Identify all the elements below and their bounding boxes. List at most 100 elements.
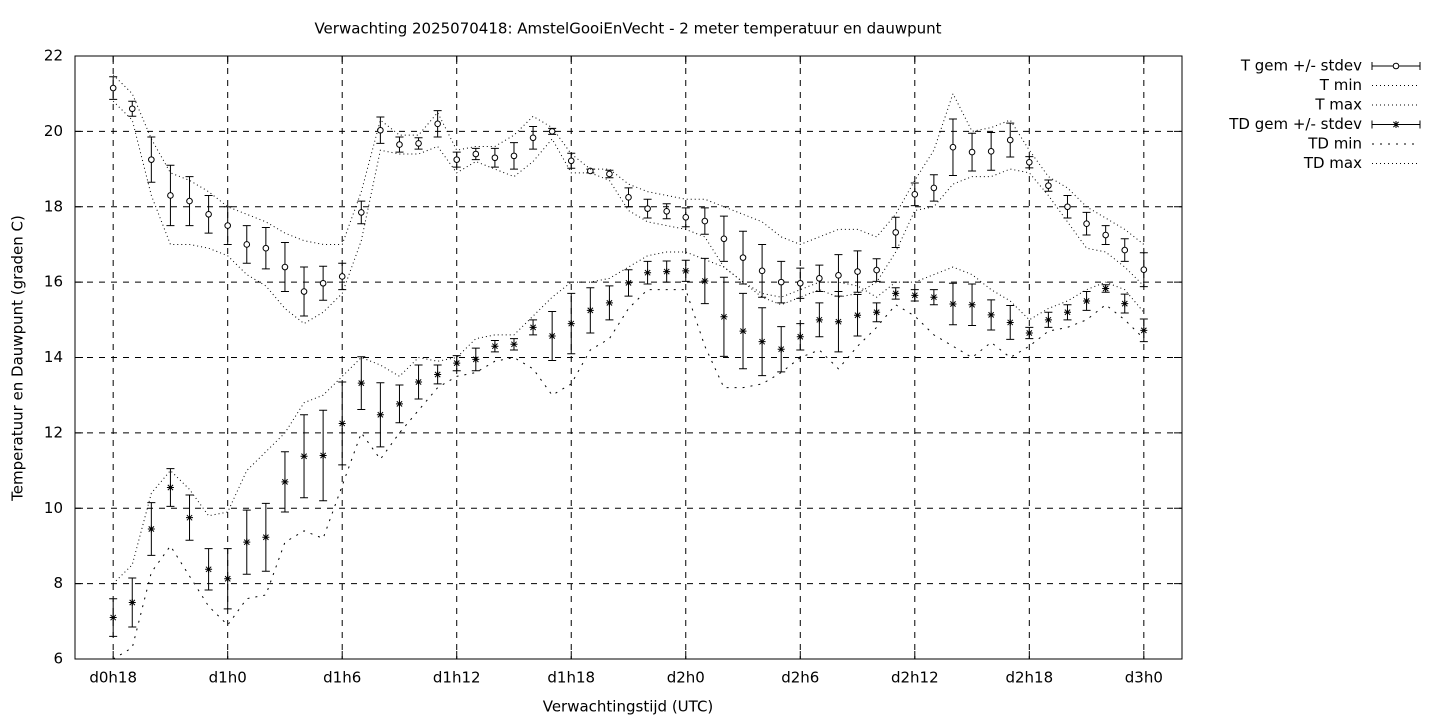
y-tick-label: 14 xyxy=(44,348,63,366)
x-tick-label: d2h0 xyxy=(667,669,705,687)
point-marker xyxy=(548,128,556,135)
point-marker xyxy=(128,105,136,113)
point-marker xyxy=(243,241,251,248)
point-marker xyxy=(510,152,518,160)
point-marker xyxy=(243,538,251,546)
x-tick-label: d1h0 xyxy=(209,669,247,687)
point-marker xyxy=(682,214,690,221)
point-marker xyxy=(796,279,804,287)
legend-label: T max xyxy=(1314,96,1362,114)
legend-label: T gem +/- stdev xyxy=(1240,57,1362,75)
point-marker xyxy=(586,306,594,314)
point-marker xyxy=(510,340,518,348)
point-marker xyxy=(1121,300,1129,308)
point-marker xyxy=(491,342,499,350)
y-tick-label: 16 xyxy=(44,273,63,291)
x-tick-label: d3h0 xyxy=(1125,669,1163,687)
range-line xyxy=(112,251,1145,584)
point-marker xyxy=(911,291,919,299)
point-marker xyxy=(281,263,289,271)
legend-label: TD gem +/- stdev xyxy=(1228,115,1362,133)
point-marker xyxy=(663,207,670,215)
point-marker xyxy=(587,167,594,175)
point-marker xyxy=(1102,285,1110,293)
point-marker xyxy=(529,323,537,331)
point-marker xyxy=(1044,316,1052,324)
point-marker xyxy=(854,311,862,319)
point-marker xyxy=(701,217,709,225)
point-marker xyxy=(567,157,575,165)
point-marker xyxy=(434,370,442,378)
x-tick-label: d0h18 xyxy=(89,669,137,687)
point-marker xyxy=(377,126,384,134)
point-marker xyxy=(816,275,823,282)
range-line xyxy=(112,100,1145,325)
point-marker xyxy=(606,170,613,178)
x-tick-label: d1h18 xyxy=(547,669,595,687)
point-marker xyxy=(1083,220,1090,228)
point-marker xyxy=(148,156,155,163)
point-marker xyxy=(968,301,976,309)
point-marker xyxy=(319,451,327,459)
point-marker xyxy=(777,278,785,286)
point-marker xyxy=(854,268,861,275)
point-marker xyxy=(376,411,384,419)
point-marker xyxy=(453,156,461,163)
point-marker xyxy=(720,313,728,321)
point-marker xyxy=(834,318,842,326)
point-marker xyxy=(262,533,270,541)
point-marker xyxy=(720,235,728,243)
point-marker xyxy=(396,141,403,148)
point-marker xyxy=(949,143,957,151)
point-marker xyxy=(109,84,117,92)
point-marker xyxy=(472,355,480,363)
point-marker xyxy=(987,148,995,155)
point-marker xyxy=(644,269,652,277)
x-axis-label: Verwachtingstijd (UTC) xyxy=(543,698,714,716)
range-line xyxy=(112,74,1145,245)
point-marker xyxy=(300,288,308,295)
point-marker xyxy=(1006,136,1014,144)
point-marker xyxy=(739,327,747,335)
point-marker xyxy=(319,279,327,287)
point-marker xyxy=(357,379,365,387)
point-marker xyxy=(758,267,766,275)
point-marker xyxy=(892,229,900,236)
y-tick-label: 10 xyxy=(44,499,63,517)
point-marker xyxy=(338,419,346,427)
point-marker xyxy=(147,525,155,533)
chart-title: Verwachting 2025070418: AmstelGooiEnVech… xyxy=(314,20,941,38)
point-marker xyxy=(911,191,919,198)
range-line xyxy=(112,289,1145,660)
point-marker xyxy=(205,565,213,573)
point-marker xyxy=(529,134,537,142)
point-marker xyxy=(1025,329,1033,337)
legend-label: T min xyxy=(1319,76,1362,94)
legend-label: TD min xyxy=(1307,135,1362,153)
y-tick-label: 18 xyxy=(44,197,63,215)
point-marker xyxy=(472,150,480,158)
point-marker xyxy=(758,338,766,346)
point-marker xyxy=(281,478,289,486)
point-marker xyxy=(434,120,441,128)
point-marker xyxy=(128,598,136,606)
y-tick-label: 6 xyxy=(53,650,63,668)
point-marker xyxy=(338,273,346,280)
point-marker xyxy=(873,266,880,274)
point-marker xyxy=(1026,158,1033,166)
point-marker xyxy=(1140,266,1148,273)
point-marker xyxy=(968,148,976,156)
point-marker xyxy=(835,272,842,279)
point-marker xyxy=(300,452,308,460)
point-marker xyxy=(415,378,423,386)
point-marker xyxy=(1064,203,1071,211)
point-marker xyxy=(987,311,995,319)
point-marker xyxy=(796,333,804,341)
point-marker xyxy=(605,299,613,307)
point-marker xyxy=(1083,297,1091,305)
point-marker xyxy=(701,277,709,285)
point-marker xyxy=(357,209,365,216)
point-marker xyxy=(205,210,212,218)
y-tick-label: 22 xyxy=(44,47,63,65)
